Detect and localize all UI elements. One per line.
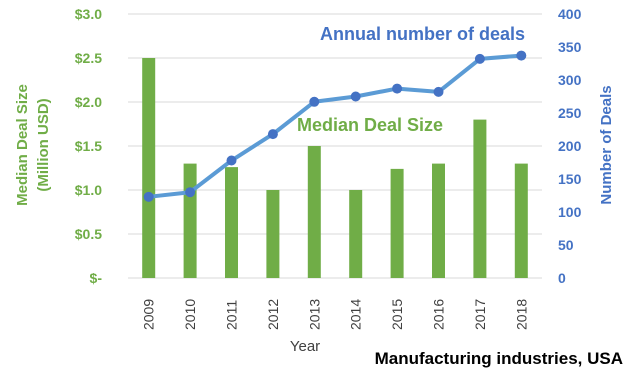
right-axis-tick-label: 200 [558, 138, 582, 154]
bar-series-label: Median Deal Size [297, 115, 443, 135]
right-axis-tick-label: 400 [558, 6, 582, 22]
left-axis-tick-label: $2.0 [75, 94, 102, 110]
x-axis-tick-label: 2014 [348, 299, 364, 330]
bar [514, 163, 528, 278]
line-point [474, 53, 485, 64]
x-axis-tick-label: 2016 [431, 299, 447, 330]
line-point [267, 129, 278, 140]
right-axis-tick-label: 50 [558, 237, 574, 253]
x-axis-title: Year [290, 338, 320, 355]
line-point [226, 155, 237, 166]
line-point [433, 86, 444, 97]
bar [473, 119, 487, 278]
x-axis-tick-label: 2013 [306, 299, 322, 330]
left-axis-tick-label: $3.0 [75, 6, 102, 22]
left-axis-title-line-1: Median Deal Size [14, 84, 31, 206]
right-axis-title: Number of Deals [598, 85, 615, 204]
x-axis-tick-label: 2017 [472, 299, 488, 330]
bar [266, 190, 280, 278]
line-series-label: Annual number of deals [320, 24, 525, 44]
right-axis-ticks: 0 50 100 150 200 250 300 350 400 [558, 6, 582, 286]
left-axis-tick-label: $0.5 [75, 226, 102, 242]
bar [390, 168, 404, 278]
x-axis-tick-label: 2009 [141, 299, 157, 330]
line-point [516, 50, 527, 61]
x-axis-tick-label: 2018 [513, 299, 529, 330]
bar [349, 190, 363, 278]
chart-caption: Manufacturing industries, USA [375, 349, 623, 368]
gridlines [128, 13, 542, 279]
bar [307, 146, 321, 278]
bar [183, 163, 197, 278]
x-axis-tick-label: 2015 [389, 299, 405, 330]
bar [225, 167, 238, 278]
line-point [309, 96, 320, 107]
left-axis-tick-label: $1.5 [75, 138, 102, 154]
right-axis-tick-label: 250 [558, 105, 582, 121]
series-line [146, 53, 524, 199]
right-axis-tick-label: 150 [558, 171, 582, 187]
x-axis-ticks: 2009 2010 2011 2012 2013 2014 2015 2016 2017 2018 [141, 299, 530, 330]
bar-series-median-deal-size [142, 58, 528, 278]
bar [142, 58, 156, 278]
left-axis-tick-label: $- [90, 270, 103, 286]
line-point [350, 91, 361, 102]
x-axis-tick-label: 2012 [265, 299, 281, 330]
right-axis-tick-label: 350 [558, 39, 582, 55]
left-axis-tick-label: $2.5 [75, 50, 102, 66]
line-point [185, 187, 196, 198]
bar [432, 163, 445, 278]
right-axis-tick-label: 0 [558, 270, 566, 286]
line-point [392, 83, 403, 94]
left-axis-ticks: $- $0.5 $1.0 $1.5 $2.0 $2.5 $3.0 [75, 6, 103, 286]
line-series-annual-deals [143, 50, 527, 202]
x-axis-tick-label: 2010 [182, 299, 198, 330]
right-axis-tick-label: 100 [558, 204, 582, 220]
left-axis-title-line-2: (Million USD) [35, 98, 52, 191]
line-point [143, 191, 154, 202]
x-axis-tick-label: 2011 [224, 300, 240, 330]
right-axis-tick-label: 300 [558, 72, 582, 88]
left-axis-tick-label: $1.0 [75, 182, 102, 198]
